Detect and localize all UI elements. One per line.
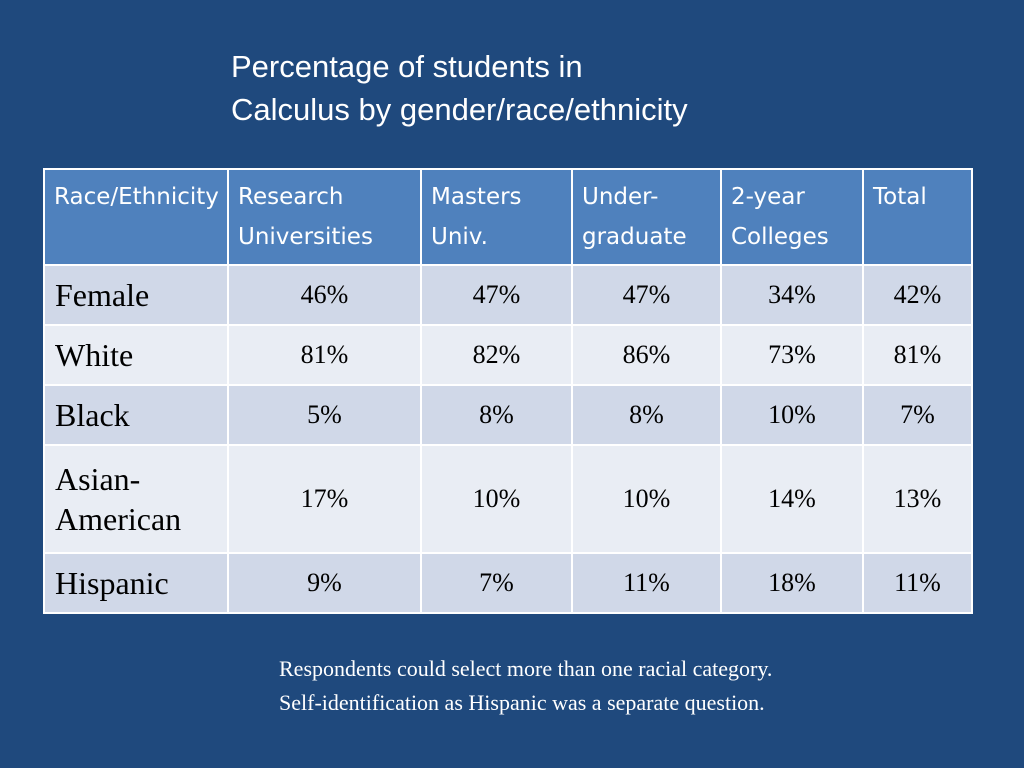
row-label: White <box>43 324 229 386</box>
header-cell-undergraduate: Under-graduate <box>571 168 722 266</box>
table-cell: 81% <box>862 324 973 386</box>
table-cell: 73% <box>720 324 864 386</box>
data-table: Race/Ethnicity Research Universities Mas… <box>43 168 973 614</box>
table-cell: 82% <box>420 324 573 386</box>
table-cell: 10% <box>720 384 864 446</box>
table-cell: 47% <box>571 264 722 326</box>
table-row: Hispanic 9% 7% 11% 18% 11% <box>43 552 973 614</box>
header-cell-masters-univ: Masters Univ. <box>420 168 573 266</box>
header-row: Race/Ethnicity Research Universities Mas… <box>43 168 973 266</box>
table-row: Black 5% 8% 8% 10% 7% <box>43 384 973 446</box>
table-cell: 81% <box>227 324 422 386</box>
header-cell-total: Total <box>862 168 973 266</box>
table-cell: 11% <box>571 552 722 614</box>
title-line-1: Percentage of students in <box>231 49 583 84</box>
table-cell: 9% <box>227 552 422 614</box>
table-cell: 17% <box>227 444 422 554</box>
header-cell-research-universities: Research Universities <box>227 168 422 266</box>
footnote-line-2: Self-identification as Hispanic was a se… <box>279 690 765 715</box>
table-cell: 46% <box>227 264 422 326</box>
table-cell: 7% <box>420 552 573 614</box>
title-line-2: Calculus by gender/race/ethnicity <box>231 92 688 127</box>
table-row: Female 46% 47% 47% 34% 42% <box>43 264 973 326</box>
row-label: Asian-American <box>43 444 229 554</box>
header-cell-race-ethnicity: Race/Ethnicity <box>43 168 229 266</box>
row-label: Female <box>43 264 229 326</box>
table-cell: 86% <box>571 324 722 386</box>
table-cell: 18% <box>720 552 864 614</box>
table-row: Asian-American 17% 10% 10% 14% 13% <box>43 444 973 554</box>
header-cell-2-year-colleges: 2-year Colleges <box>720 168 864 266</box>
table-cell: 13% <box>862 444 973 554</box>
table-row: White 81% 82% 86% 73% 81% <box>43 324 973 386</box>
table-cell: 5% <box>227 384 422 446</box>
row-label: Black <box>43 384 229 446</box>
table-cell: 8% <box>420 384 573 446</box>
table-cell: 14% <box>720 444 864 554</box>
footnote: Respondents could select more than one r… <box>279 652 772 720</box>
table-cell: 42% <box>862 264 973 326</box>
table-cell: 11% <box>862 552 973 614</box>
footnote-line-1: Respondents could select more than one r… <box>279 656 773 681</box>
table-cell: 7% <box>862 384 973 446</box>
table-cell: 10% <box>420 444 573 554</box>
row-label: Hispanic <box>43 552 229 614</box>
table-cell: 8% <box>571 384 722 446</box>
table-cell: 47% <box>420 264 573 326</box>
table-cell: 10% <box>571 444 722 554</box>
slide-title: Percentage of students in Calculus by ge… <box>231 45 688 131</box>
table-cell: 34% <box>720 264 864 326</box>
